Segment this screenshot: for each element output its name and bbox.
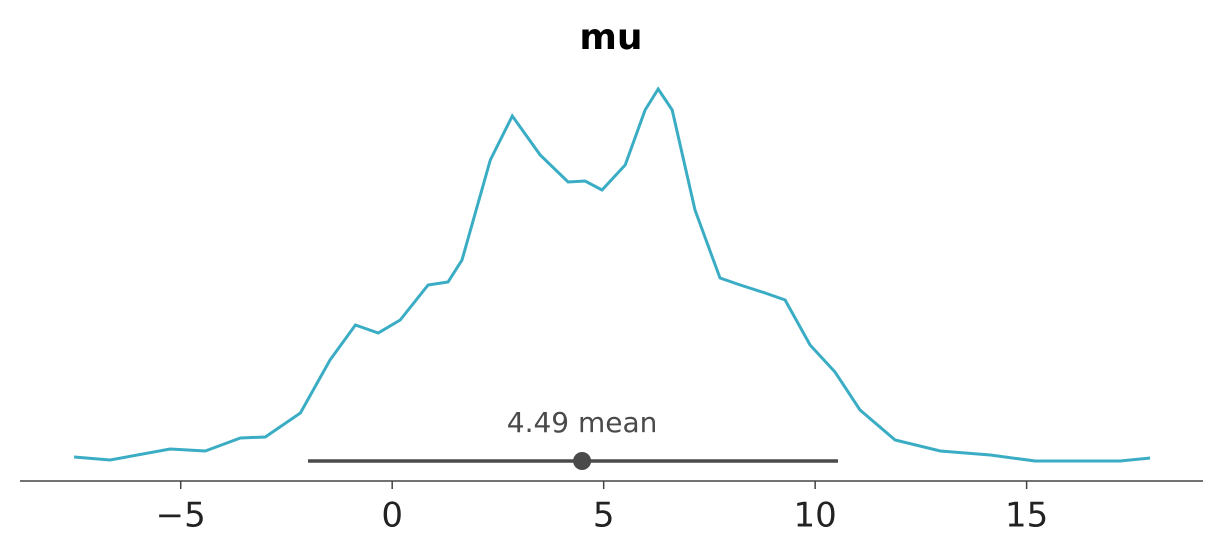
mean-point <box>573 452 592 470</box>
x-tick-label: 15 <box>1005 496 1048 536</box>
x-tick-label: 10 <box>794 496 837 536</box>
chart-title: mu <box>579 17 642 58</box>
x-tick-label: 0 <box>381 496 403 536</box>
mean-label: 4.49 mean <box>507 406 658 439</box>
x-tick-label: −5 <box>156 496 206 536</box>
x-tick-label: 5 <box>593 496 615 536</box>
density-line <box>73 86 1151 463</box>
